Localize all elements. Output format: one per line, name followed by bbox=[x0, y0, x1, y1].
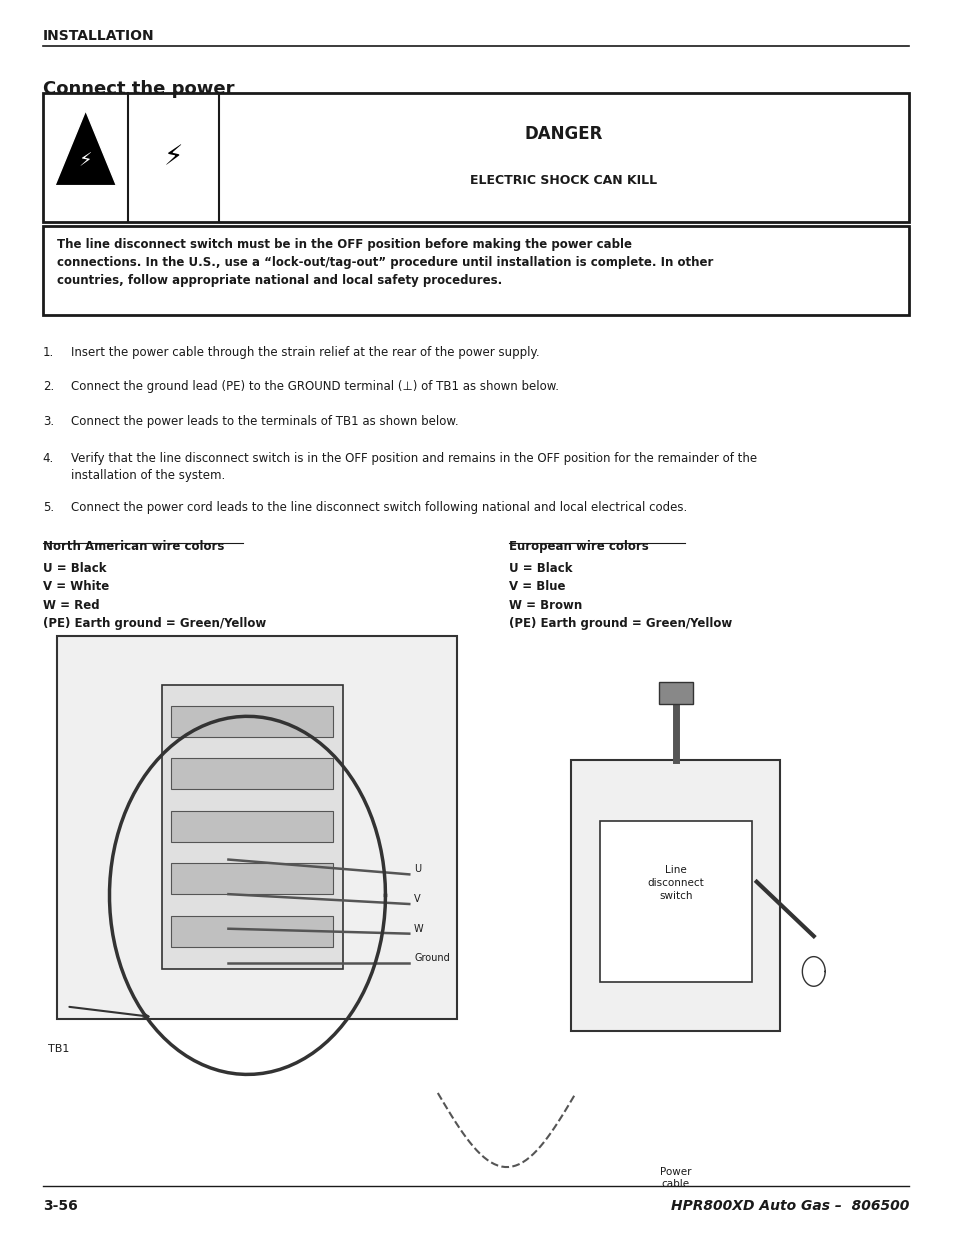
Text: European wire colors: European wire colors bbox=[509, 540, 648, 553]
Text: 5.: 5. bbox=[43, 501, 54, 515]
Text: V: V bbox=[414, 894, 420, 904]
Text: 4.: 4. bbox=[43, 452, 54, 466]
Text: DANGER: DANGER bbox=[524, 125, 602, 143]
Text: Connect the power: Connect the power bbox=[43, 80, 234, 99]
Bar bbox=[658, 682, 692, 704]
Text: Line
disconnect
switch: Line disconnect switch bbox=[647, 864, 703, 902]
Text: W = Red: W = Red bbox=[43, 599, 99, 613]
Text: 1.: 1. bbox=[43, 346, 54, 359]
Text: The line disconnect switch must be in the OFF position before making the power c: The line disconnect switch must be in th… bbox=[57, 238, 713, 288]
Polygon shape bbox=[55, 111, 116, 185]
Text: North American wire colors: North American wire colors bbox=[43, 540, 224, 553]
Text: Connect the power leads to the terminals of TB1 as shown below.: Connect the power leads to the terminals… bbox=[71, 415, 458, 429]
Bar bbox=[172, 863, 333, 894]
Text: ⚡: ⚡ bbox=[164, 143, 183, 172]
Text: V = White: V = White bbox=[43, 580, 109, 594]
Text: 2.: 2. bbox=[43, 380, 54, 394]
Text: V = Blue: V = Blue bbox=[509, 580, 565, 594]
Text: 3-56: 3-56 bbox=[43, 1199, 77, 1213]
Text: 3.: 3. bbox=[43, 415, 54, 429]
Text: INSTALLATION: INSTALLATION bbox=[43, 30, 154, 43]
Bar bbox=[172, 810, 333, 842]
Text: Verify that the line disconnect switch is in the OFF position and remains in the: Verify that the line disconnect switch i… bbox=[71, 452, 757, 482]
Text: U: U bbox=[414, 864, 420, 874]
Text: U = Black: U = Black bbox=[509, 562, 572, 576]
Text: U = Black: U = Black bbox=[43, 562, 106, 576]
Text: ELECTRIC SHOCK CAN KILL: ELECTRIC SHOCK CAN KILL bbox=[470, 174, 657, 188]
Bar bbox=[162, 685, 342, 969]
Text: Connect the ground lead (PE) to the GROUND terminal (⊥) of TB1 as shown below.: Connect the ground lead (PE) to the GROU… bbox=[71, 380, 558, 394]
Bar bbox=[57, 636, 456, 1019]
Text: Ground: Ground bbox=[414, 953, 449, 963]
Text: (PE) Earth ground = Green/Yellow: (PE) Earth ground = Green/Yellow bbox=[43, 618, 266, 631]
Text: Insert the power cable through the strain relief at the rear of the power supply: Insert the power cable through the strai… bbox=[71, 346, 539, 359]
Bar bbox=[571, 760, 780, 1031]
Text: Connect the power cord leads to the line disconnect switch following national an: Connect the power cord leads to the line… bbox=[71, 501, 687, 515]
Bar bbox=[172, 758, 333, 789]
Text: TB1: TB1 bbox=[48, 1044, 69, 1053]
Text: W = Brown: W = Brown bbox=[509, 599, 582, 613]
Text: ⚡: ⚡ bbox=[79, 152, 92, 170]
Bar bbox=[43, 93, 908, 222]
Text: HPR800XD Auto Gas –  806500: HPR800XD Auto Gas – 806500 bbox=[670, 1199, 908, 1213]
Bar bbox=[599, 821, 751, 982]
Text: (PE) Earth ground = Green/Yellow: (PE) Earth ground = Green/Yellow bbox=[509, 618, 732, 631]
Bar bbox=[172, 705, 333, 736]
Text: Power
cable: Power cable bbox=[659, 1167, 691, 1188]
Bar bbox=[43, 226, 908, 315]
Text: W: W bbox=[414, 924, 423, 934]
Bar bbox=[172, 916, 333, 947]
